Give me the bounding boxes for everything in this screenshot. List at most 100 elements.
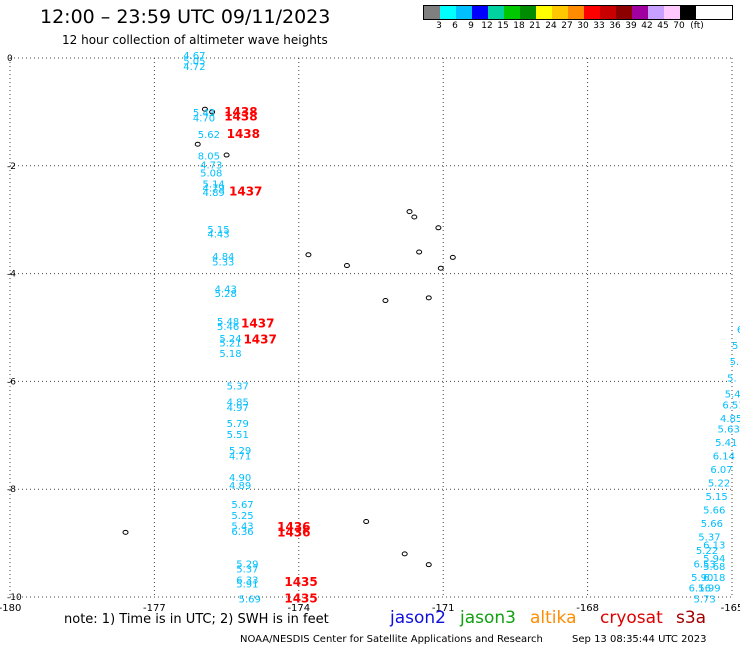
swh-label: 5.29 [236,559,258,570]
footnote: note: 1) Time is in UTC; 2) SWH is in fe… [64,612,329,627]
swh-label: 4.72 [183,62,205,73]
swh-label: 5.73 [693,594,715,605]
legend-swatch [424,6,440,19]
swh-label: 1438 [224,105,257,119]
swh-label: 8.05 [198,151,220,162]
x-tick-label: -180 [0,603,21,614]
island-outline [425,295,432,301]
swh-label: 5.79 [227,419,249,430]
color-legend: 3 6 9 12 15 18 21 24 27 30 33 36 39 42 45 70 (ft) [423,5,733,34]
sat-label-jason2: jason2 [390,608,446,628]
map-grid [9,57,733,598]
legend-label: 27 [561,21,573,31]
legend-swatch [456,6,472,19]
swh-label: 5.22 [708,479,730,490]
map-subtitle: 12 hour collection of altimeter wave hei… [62,33,328,47]
swh-label: 5.69 [239,594,261,605]
swh-label: 5.62 [198,130,220,141]
legend-labels: 3 6 9 12 15 18 21 24 27 30 33 36 39 42 45 70 (ft) [423,20,733,34]
swh-label: 4.79 [203,184,225,195]
swh-label: 6.53 [693,559,715,570]
y-tick-label: -2 [7,162,16,172]
island-outline [411,214,418,220]
swh-label: 6.16 [689,584,711,595]
island-outline [201,106,208,112]
y-tick-label: -4 [7,270,16,280]
swh-label: 4.67 [183,51,205,62]
swh-label: 5.18 [219,349,241,360]
timestamp: Sep 13 08:35:44 UTC 2023 [572,634,707,645]
swh-label: 5.94 [703,554,725,565]
legend-swatch [616,6,632,19]
legend-swatch [536,6,552,19]
swh-label: 6.18 [703,573,725,584]
swh-label: 6.36 [231,527,253,538]
island-outline [449,254,456,260]
swh-label: 4.71 [229,452,251,463]
island-outline [305,252,312,258]
swh-label: 5.66 [703,505,725,516]
island-outline [343,263,350,269]
swh-label: 4.85 [227,398,249,409]
legend-label: 45 [657,21,669,31]
swh-label: 5. [727,373,737,384]
swh-label: 6.13 [703,540,725,551]
island-outline [194,141,201,147]
swh-label: 1437 [243,333,276,347]
legend-swatch [584,6,600,19]
sat-label-cryosat: cryosat [600,608,663,628]
swh-label: 5.14 [203,179,225,190]
sat-label-altika: altika [530,608,577,628]
legend-swatch [552,6,568,19]
legend-swatch [504,6,520,19]
swh-label: 1437 [241,317,274,331]
x-tick-label: -174 [287,603,310,614]
legend-swatches [423,5,733,20]
swh-label: 4.43 [215,284,237,295]
legend-swatch [648,6,664,19]
map-tick-labels: -180 -177 -174 -171 -168 -165 0 -2 -4 -6 -8 -10 [0,54,740,614]
legend-label: 12 [481,21,493,31]
observation-labels: 4.675.054.725.434.705.628.054.735.085.14… [183,51,740,605]
swh-label: 5.25 [231,511,253,522]
y-tick-label: 0 [7,54,13,64]
island-outlines [122,106,456,568]
swh-label: 5.4 [725,390,740,401]
swh-label: 5.67 [231,500,253,511]
legend-label: 18 [513,21,525,31]
island-outline [363,519,370,525]
swh-label: 5.08 [200,169,222,180]
x-tick-label: -165 [721,603,740,614]
swh-label: 5.41 [715,438,737,449]
island-outline [401,551,408,557]
swh-label: 5.37 [236,565,258,576]
swh-label: 5 [732,341,738,352]
legend-swatch [520,6,536,19]
legend-label: 3 [436,21,442,31]
legend-label: 33 [593,21,605,31]
swh-label: 5.48 [217,317,239,328]
x-tick-label: -171 [432,603,455,614]
map-title: 12:00 – 23:59 UTC 09/11/2023 [40,6,331,28]
swh-label: 4.70 [193,114,215,125]
island-outline [122,529,129,535]
legend-swatch [600,6,616,19]
swh-label: 1435 [284,591,317,605]
swh-label: 4.89 [229,481,251,492]
y-tick-label: -8 [7,485,16,495]
sat-label-jason3: jason3 [460,608,516,628]
swh-label: 5.43 [193,108,215,119]
island-outline [406,209,413,215]
y-tick-label: -6 [7,377,16,387]
swh-label: 4.89 [203,188,225,199]
swh-label: 6 [737,325,740,336]
island-outline [209,109,216,115]
swh-label: 6.33 [236,576,258,587]
legend-label: 21 [529,21,541,31]
y-tick-label: -10 [7,593,22,603]
legend-label: 36 [609,21,621,31]
sat-label-s3a: s3a [676,608,707,628]
legend-label: 30 [577,21,589,31]
legend-label: 42 [641,21,653,31]
swh-label: 5. [730,357,740,368]
